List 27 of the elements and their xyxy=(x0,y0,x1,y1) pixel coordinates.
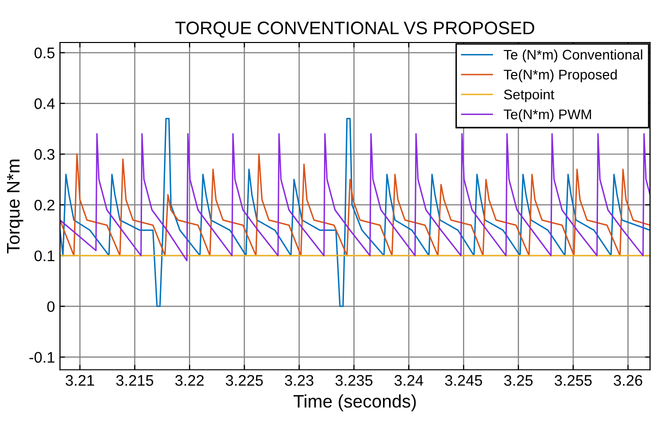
line-series xyxy=(60,153,650,256)
line-series xyxy=(60,133,650,262)
y-tick-label: 0.4 xyxy=(34,98,55,110)
legend-label: Te(N*m) Proposed xyxy=(504,69,617,82)
x-tick-label: 3.255 xyxy=(554,375,592,386)
x-tick-label: 3.225 xyxy=(226,375,263,386)
x-tick-label: 3.235 xyxy=(335,375,372,386)
y-tick-label: 0.5 xyxy=(34,48,54,58)
x-tick-label: 3.215 xyxy=(116,375,154,386)
chart-title: TORQUE CONVENTIONAL VS PROPOSED xyxy=(175,22,534,38)
x-tick-label: 3.24 xyxy=(394,375,424,386)
x-tick-label: 3.245 xyxy=(445,375,482,386)
x-tick-label: 3.26 xyxy=(614,375,642,386)
y-tick-label: 0.2 xyxy=(34,200,54,211)
x-tick-label: 3.25 xyxy=(504,375,533,386)
legend-label: Te (N*m) Conventional xyxy=(504,49,642,62)
x-axis-title: Time (seconds) xyxy=(294,394,416,412)
legend-label: Setpoint xyxy=(504,89,554,102)
y-axis-title: Torque N*m xyxy=(7,160,24,254)
y-tick-label: 0.3 xyxy=(34,148,54,160)
y-tick-label: 0 xyxy=(47,301,55,312)
x-tick-label: 3.21 xyxy=(66,375,94,386)
y-tick-label: -0.1 xyxy=(29,352,54,363)
x-tick-label: 3.23 xyxy=(284,375,314,386)
x-tick-label: 3.22 xyxy=(175,375,204,386)
y-tick-label: 0.1 xyxy=(34,250,54,262)
legend-label: Te(N*m) PWM xyxy=(504,109,591,122)
